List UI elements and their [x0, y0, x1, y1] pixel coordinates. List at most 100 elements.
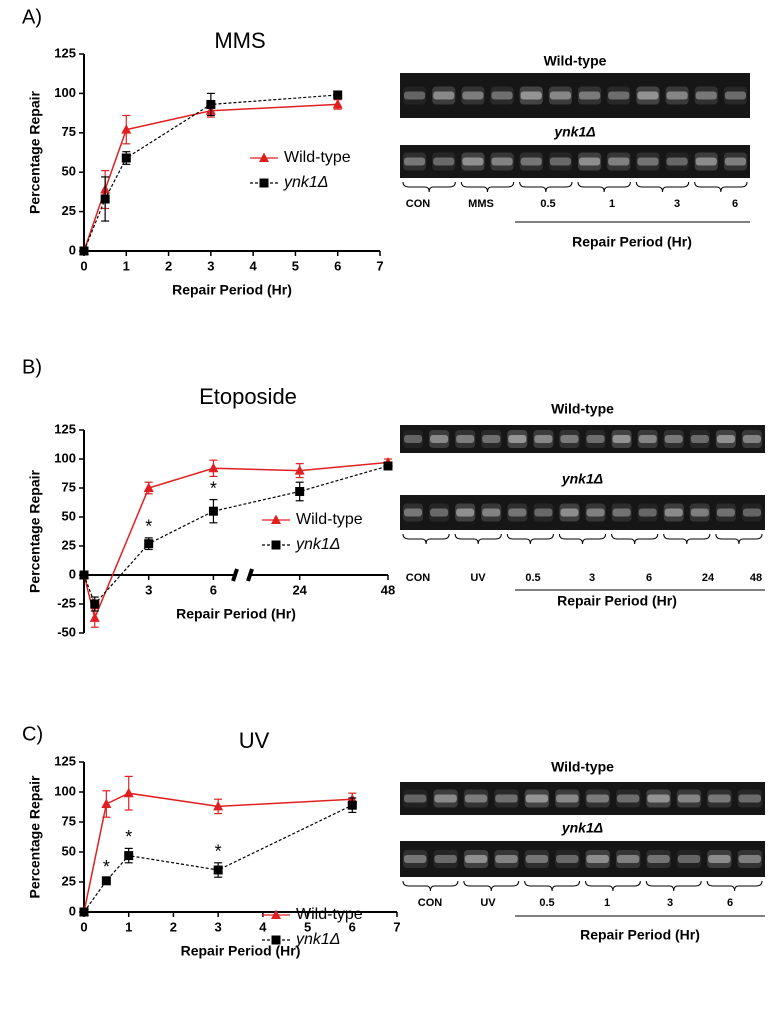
lane-label: CON [418, 897, 443, 909]
lane-label: MMS [468, 198, 494, 210]
data-point [208, 462, 219, 473]
data-point [294, 465, 305, 475]
x-axis-title: Repair Period (Hr) [176, 606, 296, 622]
lane-brace [577, 181, 631, 193]
data-point [121, 153, 131, 163]
data-point [332, 98, 343, 109]
gel-band [495, 855, 518, 863]
x-axis-title: Repair Period (Hr) [181, 943, 301, 959]
y-tick-label: -50 [57, 624, 76, 639]
gel-band [525, 794, 549, 803]
gel-band [462, 157, 484, 166]
y-tick-label: 50 [62, 843, 76, 858]
lane-brace [635, 181, 690, 193]
legend-label: Wild-type [296, 906, 363, 923]
gel-image [400, 73, 750, 118]
x-tick-label: 6 [334, 258, 341, 273]
gel-label: ynk1Δ [561, 471, 603, 487]
y-axis-title: Percentage Repair [27, 469, 43, 592]
x-tick-label: 7 [393, 919, 400, 934]
lane-brace [402, 880, 459, 892]
gel-band [491, 157, 513, 166]
lane-brace [402, 533, 450, 545]
gel-image [400, 841, 765, 877]
x-tick-label: 6 [210, 582, 217, 597]
significance-mark: * [125, 827, 132, 847]
lane-label: 1 [604, 897, 610, 909]
panel-label: C) [22, 723, 43, 745]
gel-image [400, 145, 750, 178]
y-tick-label: 125 [54, 421, 76, 436]
y-axis-title: Percentage Repair [27, 90, 43, 213]
data-point [100, 194, 110, 204]
gel-band [716, 508, 735, 517]
gel-band [456, 508, 475, 517]
legend-marker [271, 935, 281, 945]
legend-label: ynk1Δ [295, 536, 341, 553]
y-tick-label: 25 [62, 203, 76, 218]
lane-label: 3 [589, 572, 595, 584]
gel-label: Wild-type [551, 401, 614, 417]
gel-band [695, 91, 717, 100]
data-point [213, 865, 223, 875]
data-point [124, 851, 134, 861]
lane-brace [706, 880, 763, 892]
significance-mark: * [210, 478, 217, 498]
data-point [295, 486, 305, 496]
y-tick-label: 0 [69, 242, 76, 257]
x-tick-label: 7 [376, 258, 383, 273]
gel-band [638, 508, 657, 517]
legend-label: ynk1Δ [295, 931, 341, 948]
gel-band [724, 91, 746, 100]
gel-band [666, 91, 688, 100]
x-tick-label: 2 [170, 919, 177, 934]
lane-label: 0.5 [540, 198, 555, 210]
axis-break [231, 568, 239, 582]
lane-label: CON [406, 198, 431, 210]
data-point [123, 787, 134, 798]
gel-band [434, 855, 457, 863]
y-tick-label: 0 [69, 566, 76, 581]
series-line [83, 461, 389, 621]
gel-band [404, 157, 426, 166]
gel-band [549, 157, 571, 166]
gel-axis-title: Repair Period (Hr) [557, 593, 677, 609]
gel-band [430, 508, 449, 517]
x-tick-label: 3 [207, 258, 214, 273]
data-point [213, 800, 224, 811]
gel-band [724, 157, 746, 166]
gel-band [534, 435, 553, 443]
gel-band [525, 855, 549, 863]
y-tick-label: 25 [62, 873, 76, 888]
gel-label: Wild-type [551, 759, 614, 775]
gel-band [716, 435, 735, 443]
gel-band [404, 91, 426, 100]
data-point [121, 124, 132, 134]
x-tick-label: 48 [381, 582, 395, 597]
gel-band [495, 794, 518, 803]
gel-band [738, 794, 761, 803]
data-point [143, 482, 154, 492]
lane-brace [519, 181, 573, 193]
gel-label: Wild-type [544, 53, 607, 69]
x-tick-label: 5 [292, 258, 299, 273]
data-point [206, 99, 216, 109]
gel-band [677, 855, 701, 863]
gel-band [738, 855, 761, 863]
legend-label: Wild-type [296, 511, 363, 528]
gel-band [612, 435, 631, 443]
x-tick-label: 2 [165, 258, 172, 273]
gel-band [433, 157, 455, 166]
significance-mark: * [145, 517, 152, 537]
lane-brace [611, 533, 659, 545]
gel-band [664, 435, 683, 443]
panel-label: A) [22, 6, 42, 28]
gel-image [400, 425, 765, 453]
gel-band [586, 508, 605, 517]
gel-band [616, 794, 640, 803]
gel-band [612, 508, 631, 517]
data-point [90, 599, 100, 609]
x-tick-label: 3 [215, 919, 222, 934]
gel-band [647, 855, 670, 863]
